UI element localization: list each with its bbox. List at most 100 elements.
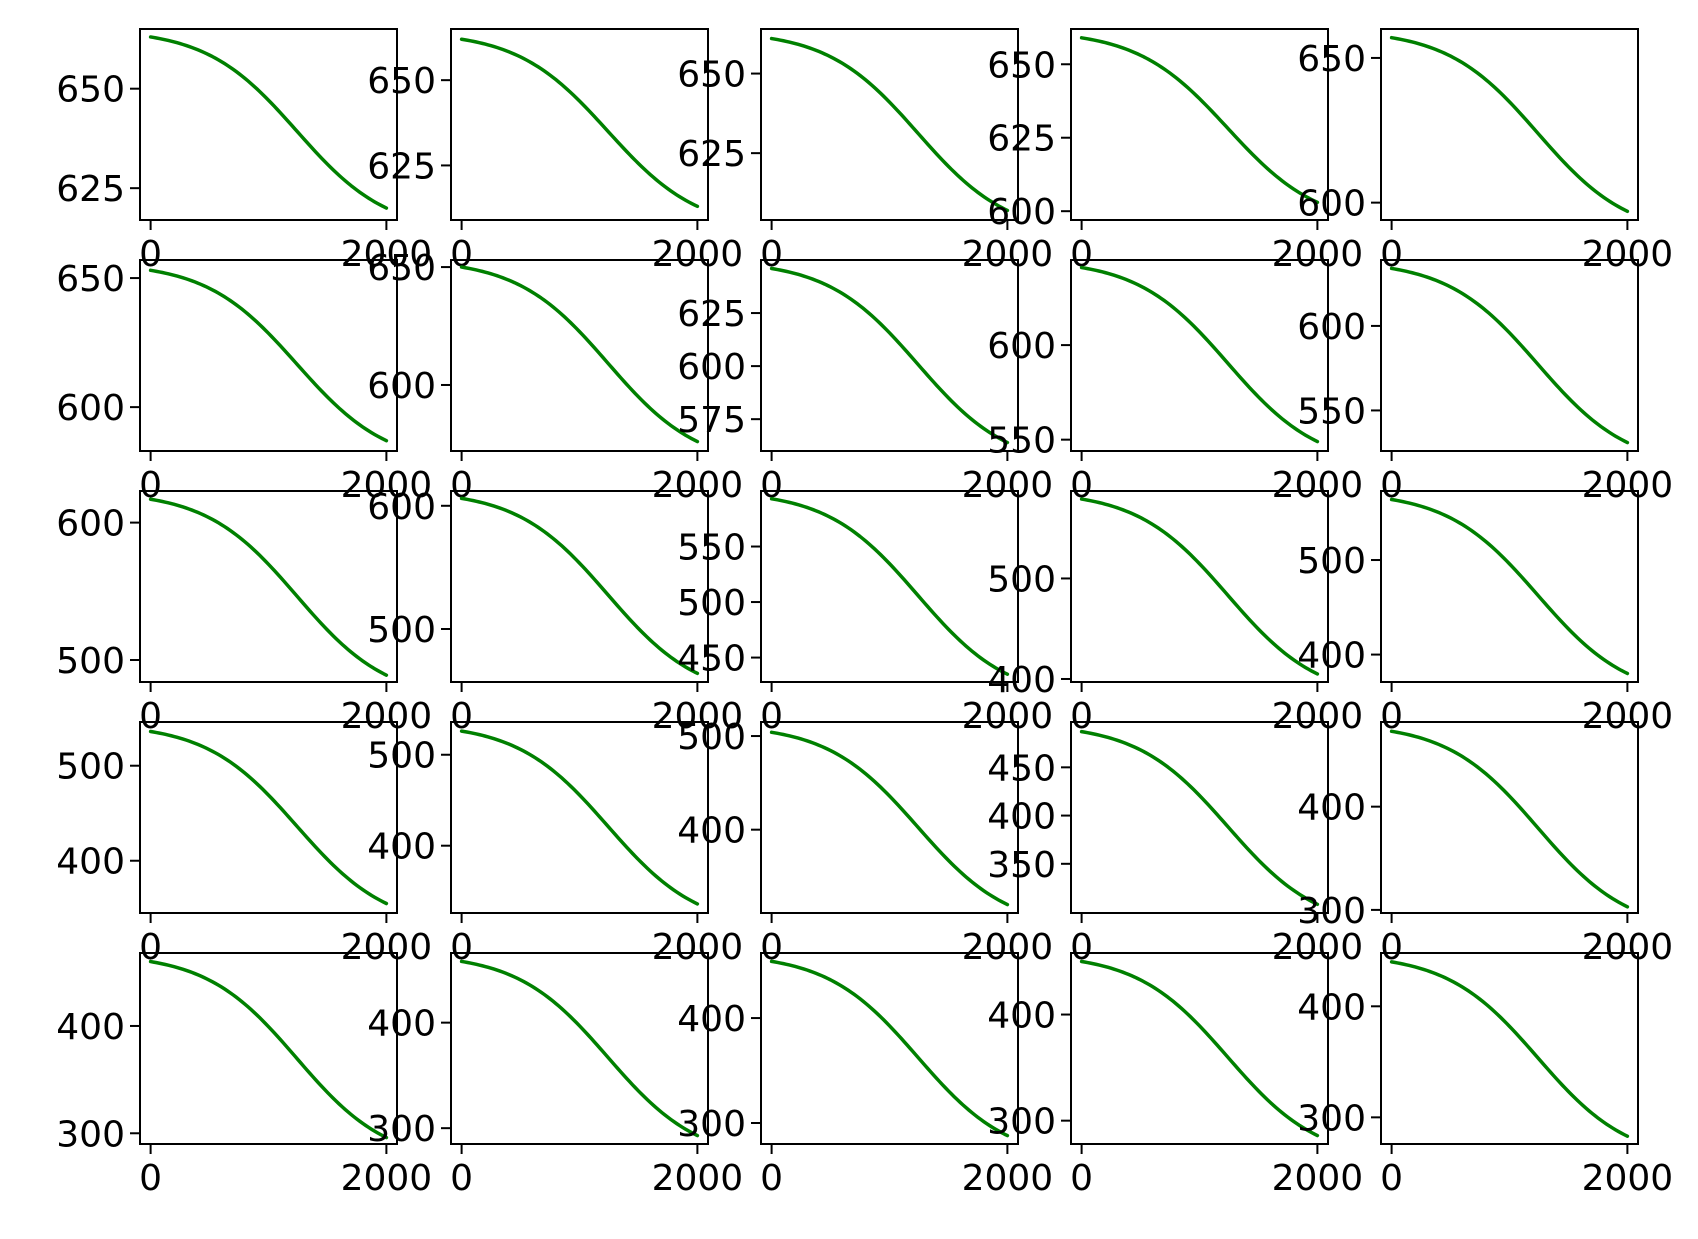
series-line [148, 497, 389, 677]
x-tick-label: 0 [450, 234, 473, 275]
y-tick-label: 400 [1297, 636, 1366, 677]
series-line [459, 959, 700, 1138]
axes-frame [760, 259, 1019, 452]
series-line [1389, 960, 1630, 1138]
y-tick-label: 600 [1297, 184, 1366, 225]
y-tick-label: 650 [367, 61, 436, 102]
x-tick-label: 2000 [962, 1158, 1054, 1199]
series-line [148, 35, 389, 210]
axes-frame [760, 952, 1019, 1145]
x-tick-label: 0 [1380, 927, 1403, 968]
series-line [1079, 729, 1320, 907]
x-tick-label: 0 [450, 465, 473, 506]
x-tick-label: 0 [450, 927, 473, 968]
x-tick-label: 0 [1070, 465, 1093, 506]
x-tick-label: 2000 [341, 234, 433, 275]
x-tick-label: 2000 [1272, 1158, 1364, 1199]
y-tick-label: 400 [1297, 788, 1366, 829]
subplot-12: 0 2000 500 600 [367, 487, 743, 737]
axes-frame [760, 28, 1019, 221]
subplot-11: 0 2000 500 600 [56, 490, 432, 737]
y-tick-label: 450 [677, 639, 746, 680]
subplot-19: 0 2000 350 400 450 [987, 721, 1364, 968]
x-tick-label: 0 [1070, 234, 1093, 275]
y-tick-label: 300 [987, 1102, 1056, 1143]
x-tick-label: 0 [1380, 1158, 1403, 1199]
series-line [1389, 497, 1630, 676]
x-tick-label: 0 [760, 696, 783, 737]
y-tick-label: 625 [987, 119, 1056, 160]
series-line [459, 496, 700, 676]
y-tick-label: 400 [987, 797, 1056, 838]
series-line [148, 729, 389, 906]
subplot-22: 0 2000 300 400 [367, 952, 743, 1199]
y-tick-label: 300 [677, 1104, 746, 1145]
series-line [459, 37, 700, 209]
x-tick-label: 2000 [1272, 927, 1364, 968]
subplot-24: 0 2000 300 400 [987, 952, 1364, 1199]
x-tick-label: 2000 [341, 1158, 433, 1199]
axes-frame [1070, 952, 1329, 1145]
x-tick-label: 2000 [341, 927, 433, 968]
x-tick-label: 2000 [962, 465, 1054, 506]
x-tick-label: 0 [1070, 696, 1093, 737]
x-tick-label: 0 [1380, 465, 1403, 506]
subplot-6: 0 2000 600 650 [56, 259, 432, 506]
y-tick-label: 400 [677, 999, 746, 1040]
series-line [1079, 36, 1320, 205]
subplot-21: 0 2000 300 400 [56, 952, 433, 1199]
y-tick-label: 600 [367, 366, 436, 407]
series-line [459, 265, 700, 444]
x-tick-label: 2000 [1272, 696, 1364, 737]
y-tick-label: 550 [677, 528, 746, 569]
x-tick-label: 2000 [1272, 234, 1364, 275]
axes-frame [1380, 490, 1639, 683]
x-tick-label: 0 [139, 465, 162, 506]
x-tick-label: 0 [760, 1158, 783, 1199]
axes-frame [139, 259, 398, 452]
x-tick-label: 2000 [962, 927, 1054, 968]
axes-frame [760, 490, 1019, 683]
y-tick-label: 575 [677, 400, 746, 441]
subplot-4: 0 2000 600 625 650 [987, 28, 1364, 275]
series-line [1389, 266, 1630, 445]
subplot-17: 0 2000 400 500 [367, 721, 743, 968]
series-line [1389, 35, 1630, 214]
x-tick-label: 2000 [652, 465, 744, 506]
y-tick-label: 400 [56, 842, 125, 883]
y-tick-label: 450 [987, 748, 1056, 789]
x-tick-label: 0 [139, 927, 162, 968]
subplot-7: 0 2000 600 650 [367, 248, 743, 506]
x-tick-label: 0 [1070, 1158, 1093, 1199]
y-tick-label: 500 [367, 736, 436, 777]
series-line [769, 266, 1010, 445]
y-tick-label: 400 [987, 660, 1056, 701]
axes-frame [760, 721, 1019, 914]
y-tick-label: 600 [367, 487, 436, 528]
subplot-14: 0 2000 400 500 [987, 490, 1364, 737]
subplot-16: 0 2000 400 500 [56, 721, 433, 968]
series-line [148, 268, 389, 443]
y-tick-label: 650 [677, 55, 746, 96]
subplot-18: 0 2000 400 500 [677, 717, 1053, 968]
subplot-1: 0 2000 625 650 [56, 28, 433, 275]
x-tick-label: 2000 [962, 234, 1054, 275]
subplot-5: 0 2000 600 650 [1297, 28, 1673, 275]
subplot-25: 0 2000 300 400 [1297, 952, 1674, 1199]
x-tick-label: 2000 [1582, 696, 1674, 737]
y-tick-label: 650 [987, 45, 1056, 86]
x-tick-label: 0 [760, 927, 783, 968]
axes-frame [1380, 28, 1639, 221]
series-line [1079, 497, 1320, 676]
y-tick-label: 300 [367, 1109, 436, 1150]
y-tick-label: 300 [56, 1114, 125, 1155]
y-tick-label: 550 [987, 421, 1056, 462]
x-tick-label: 2000 [1582, 1158, 1674, 1199]
x-tick-label: 2000 [1582, 927, 1674, 968]
series-line [1079, 959, 1320, 1138]
y-tick-label: 400 [1297, 987, 1366, 1028]
x-tick-label: 0 [1380, 234, 1403, 275]
axes-frame [1070, 259, 1329, 452]
y-tick-label: 550 [1297, 391, 1366, 432]
